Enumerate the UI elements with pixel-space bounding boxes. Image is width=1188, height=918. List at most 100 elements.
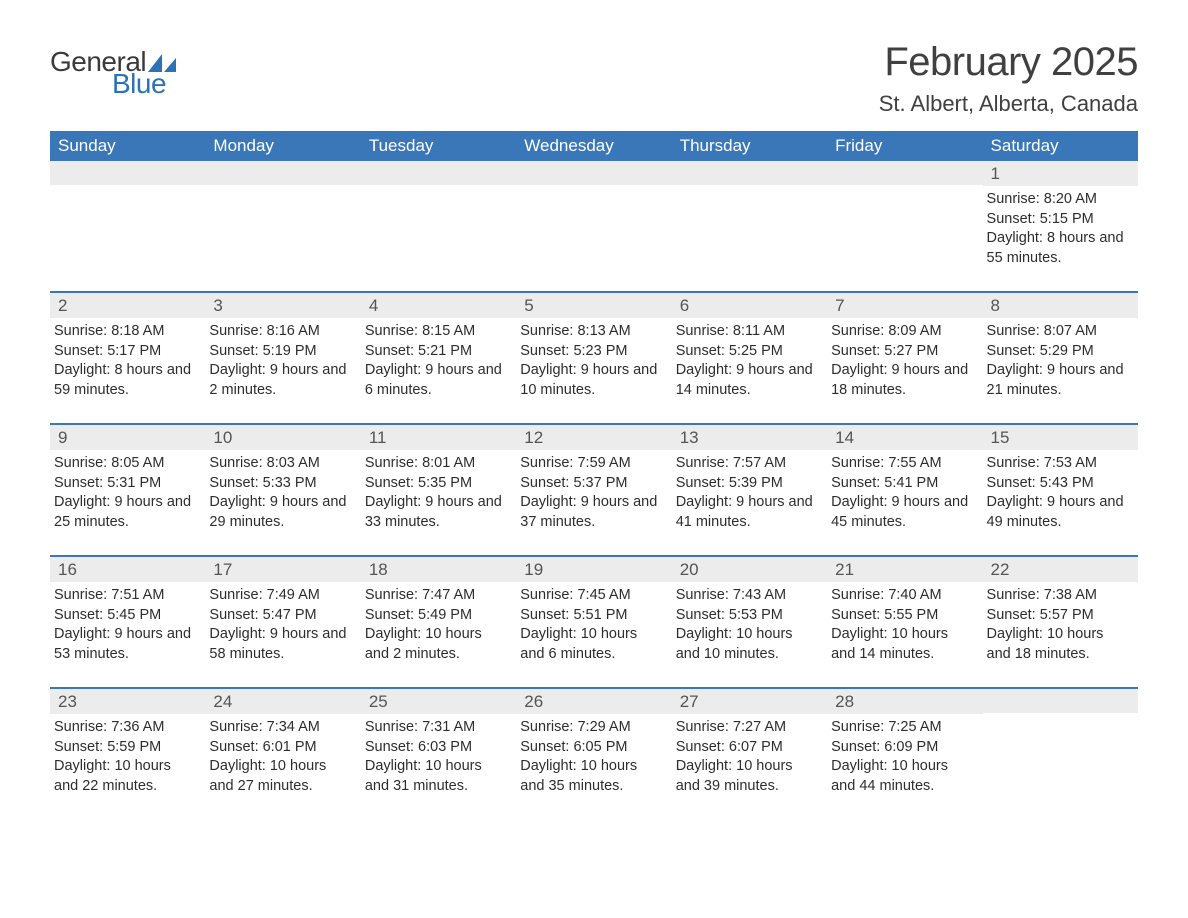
daylight-text: Daylight: 9 hours and 25 minutes. bbox=[54, 493, 197, 532]
day-number: 9 bbox=[50, 425, 205, 450]
calendar-day: 9 Sunrise: 8:05 AMSunset: 5:31 PMDaylight… bbox=[50, 425, 205, 537]
day-body: Sunrise: 7:34 AMSunset: 6:01 PMDaylight:… bbox=[205, 714, 360, 800]
day-body: Sunrise: 7:40 AMSunset: 5:55 PMDaylight:… bbox=[827, 582, 982, 668]
calendar-day bbox=[205, 161, 360, 273]
weekday-header: Monday bbox=[205, 131, 360, 161]
day-number: 28 bbox=[827, 689, 982, 714]
day-body: Sunrise: 7:45 AMSunset: 5:51 PMDaylight:… bbox=[516, 582, 671, 668]
weeks-container: 1Sunrise: 8:20 AMSunset: 5:15 PMDaylight… bbox=[50, 161, 1138, 801]
sunrise-text: Sunrise: 8:15 AM bbox=[365, 322, 508, 342]
calendar-week: 9Sunrise: 8:05 AMSunset: 5:31 PMDaylight… bbox=[50, 423, 1138, 537]
sunset-text: Sunset: 6:07 PM bbox=[676, 738, 819, 758]
sunrise-text: Sunrise: 7:51 AM bbox=[54, 586, 197, 606]
daylight-text: Daylight: 10 hours and 39 minutes. bbox=[676, 757, 819, 796]
sunrise-text: Sunrise: 8:18 AM bbox=[54, 322, 197, 342]
day-body: Sunrise: 7:57 AMSunset: 5:39 PMDaylight:… bbox=[672, 450, 827, 536]
sunset-text: Sunset: 5:37 PM bbox=[520, 474, 663, 494]
day-body: Sunrise: 7:59 AMSunset: 5:37 PMDaylight:… bbox=[516, 450, 671, 536]
sunset-text: Sunset: 5:57 PM bbox=[987, 606, 1130, 626]
weekday-header: Thursday bbox=[672, 131, 827, 161]
day-body: Sunrise: 7:43 AMSunset: 5:53 PMDaylight:… bbox=[672, 582, 827, 668]
sunrise-text: Sunrise: 7:25 AM bbox=[831, 718, 974, 738]
sunset-text: Sunset: 6:05 PM bbox=[520, 738, 663, 758]
daylight-text: Daylight: 9 hours and 58 minutes. bbox=[209, 625, 352, 664]
calendar-day: 2Sunrise: 8:18 AMSunset: 5:17 PMDaylight… bbox=[50, 293, 205, 405]
day-number: 11 bbox=[361, 425, 516, 450]
calendar-day: 8Sunrise: 8:07 AMSunset: 5:29 PMDaylight… bbox=[983, 293, 1138, 405]
day-number: 12 bbox=[516, 425, 671, 450]
daylight-text: Daylight: 10 hours and 6 minutes. bbox=[520, 625, 663, 664]
sunset-text: Sunset: 5:59 PM bbox=[54, 738, 197, 758]
sunrise-text: Sunrise: 7:55 AM bbox=[831, 454, 974, 474]
day-number: 15 bbox=[983, 425, 1138, 450]
calendar-day bbox=[361, 161, 516, 273]
day-number: 2 bbox=[50, 293, 205, 318]
daylight-text: Daylight: 9 hours and 29 minutes. bbox=[209, 493, 352, 532]
daylight-text: Daylight: 8 hours and 59 minutes. bbox=[54, 361, 197, 400]
sunset-text: Sunset: 6:03 PM bbox=[365, 738, 508, 758]
calendar-week: 2Sunrise: 8:18 AMSunset: 5:17 PMDaylight… bbox=[50, 291, 1138, 405]
sunset-text: Sunset: 5:45 PM bbox=[54, 606, 197, 626]
weekday-header: Sunday bbox=[50, 131, 205, 161]
day-body: Sunrise: 7:53 AMSunset: 5:43 PMDaylight:… bbox=[983, 450, 1138, 536]
day-number: 14 bbox=[827, 425, 982, 450]
sunset-text: Sunset: 5:31 PM bbox=[54, 474, 197, 494]
sunrise-text: Sunrise: 8:11 AM bbox=[676, 322, 819, 342]
sunset-text: Sunset: 5:49 PM bbox=[365, 606, 508, 626]
calendar-day: 26Sunrise: 7:29 AMSunset: 6:05 PMDayligh… bbox=[516, 689, 671, 801]
calendar-day: 16Sunrise: 7:51 AMSunset: 5:45 PMDayligh… bbox=[50, 557, 205, 669]
day-number: 17 bbox=[205, 557, 360, 582]
day-number bbox=[205, 161, 360, 185]
sunset-text: Sunset: 5:23 PM bbox=[520, 342, 663, 362]
sunrise-text: Sunrise: 8:07 AM bbox=[987, 322, 1130, 342]
day-number: 23 bbox=[50, 689, 205, 714]
calendar-day: 20Sunrise: 7:43 AMSunset: 5:53 PMDayligh… bbox=[672, 557, 827, 669]
sunset-text: Sunset: 5:39 PM bbox=[676, 474, 819, 494]
daylight-text: Daylight: 9 hours and 10 minutes. bbox=[520, 361, 663, 400]
calendar-day: 22Sunrise: 7:38 AMSunset: 5:57 PMDayligh… bbox=[983, 557, 1138, 669]
title-block: February 2025 St. Albert, Alberta, Canad… bbox=[879, 40, 1138, 117]
calendar-day: 10Sunrise: 8:03 AMSunset: 5:33 PMDayligh… bbox=[205, 425, 360, 537]
daylight-text: Daylight: 9 hours and 41 minutes. bbox=[676, 493, 819, 532]
sunrise-text: Sunrise: 8:09 AM bbox=[831, 322, 974, 342]
sunset-text: Sunset: 5:27 PM bbox=[831, 342, 974, 362]
day-body: Sunrise: 7:47 AMSunset: 5:49 PMDaylight:… bbox=[361, 582, 516, 668]
calendar-day: 21Sunrise: 7:40 AMSunset: 5:55 PMDayligh… bbox=[827, 557, 982, 669]
calendar-day: 4Sunrise: 8:15 AMSunset: 5:21 PMDaylight… bbox=[361, 293, 516, 405]
day-number bbox=[827, 161, 982, 185]
calendar-week: 16Sunrise: 7:51 AMSunset: 5:45 PMDayligh… bbox=[50, 555, 1138, 669]
day-number: 1 bbox=[983, 161, 1138, 186]
day-body: Sunrise: 7:36 AMSunset: 5:59 PMDaylight:… bbox=[50, 714, 205, 800]
daylight-text: Daylight: 10 hours and 2 minutes. bbox=[365, 625, 508, 664]
day-number: 8 bbox=[983, 293, 1138, 318]
day-number: 4 bbox=[361, 293, 516, 318]
day-number: 26 bbox=[516, 689, 671, 714]
sunrise-text: Sunrise: 7:49 AM bbox=[209, 586, 352, 606]
sunrise-text: Sunrise: 7:40 AM bbox=[831, 586, 974, 606]
daylight-text: Daylight: 9 hours and 45 minutes. bbox=[831, 493, 974, 532]
day-number bbox=[50, 161, 205, 185]
day-body: Sunrise: 8:09 AMSunset: 5:27 PMDaylight:… bbox=[827, 318, 982, 404]
day-body: Sunrise: 7:51 AMSunset: 5:45 PMDaylight:… bbox=[50, 582, 205, 668]
calendar: SundayMondayTuesdayWednesdayThursdayFrid… bbox=[50, 131, 1138, 801]
calendar-day: 5Sunrise: 8:13 AMSunset: 5:23 PMDaylight… bbox=[516, 293, 671, 405]
sunrise-text: Sunrise: 8:05 AM bbox=[54, 454, 197, 474]
calendar-day: 14 Sunrise: 7:55 AMSunset: 5:41 PMDayligh… bbox=[827, 425, 982, 537]
day-number: 13 bbox=[672, 425, 827, 450]
day-body: Sunrise: 7:29 AMSunset: 6:05 PMDaylight:… bbox=[516, 714, 671, 800]
day-number: 25 bbox=[361, 689, 516, 714]
sunrise-text: Sunrise: 7:59 AM bbox=[520, 454, 663, 474]
calendar-day bbox=[827, 161, 982, 273]
day-number: 22 bbox=[983, 557, 1138, 582]
calendar-day: 17Sunrise: 7:49 AMSunset: 5:47 PMDayligh… bbox=[205, 557, 360, 669]
sunset-text: Sunset: 5:41 PM bbox=[831, 474, 974, 494]
sunset-text: Sunset: 5:25 PM bbox=[676, 342, 819, 362]
weekday-header: Tuesday bbox=[361, 131, 516, 161]
sunset-text: Sunset: 5:15 PM bbox=[987, 210, 1130, 230]
daylight-text: Daylight: 10 hours and 31 minutes. bbox=[365, 757, 508, 796]
calendar-day: 24Sunrise: 7:34 AMSunset: 6:01 PMDayligh… bbox=[205, 689, 360, 801]
sunrise-text: Sunrise: 7:45 AM bbox=[520, 586, 663, 606]
calendar-day: 7Sunrise: 8:09 AMSunset: 5:27 PMDaylight… bbox=[827, 293, 982, 405]
calendar-day: 25Sunrise: 7:31 AMSunset: 6:03 PMDayligh… bbox=[361, 689, 516, 801]
day-number bbox=[516, 161, 671, 185]
